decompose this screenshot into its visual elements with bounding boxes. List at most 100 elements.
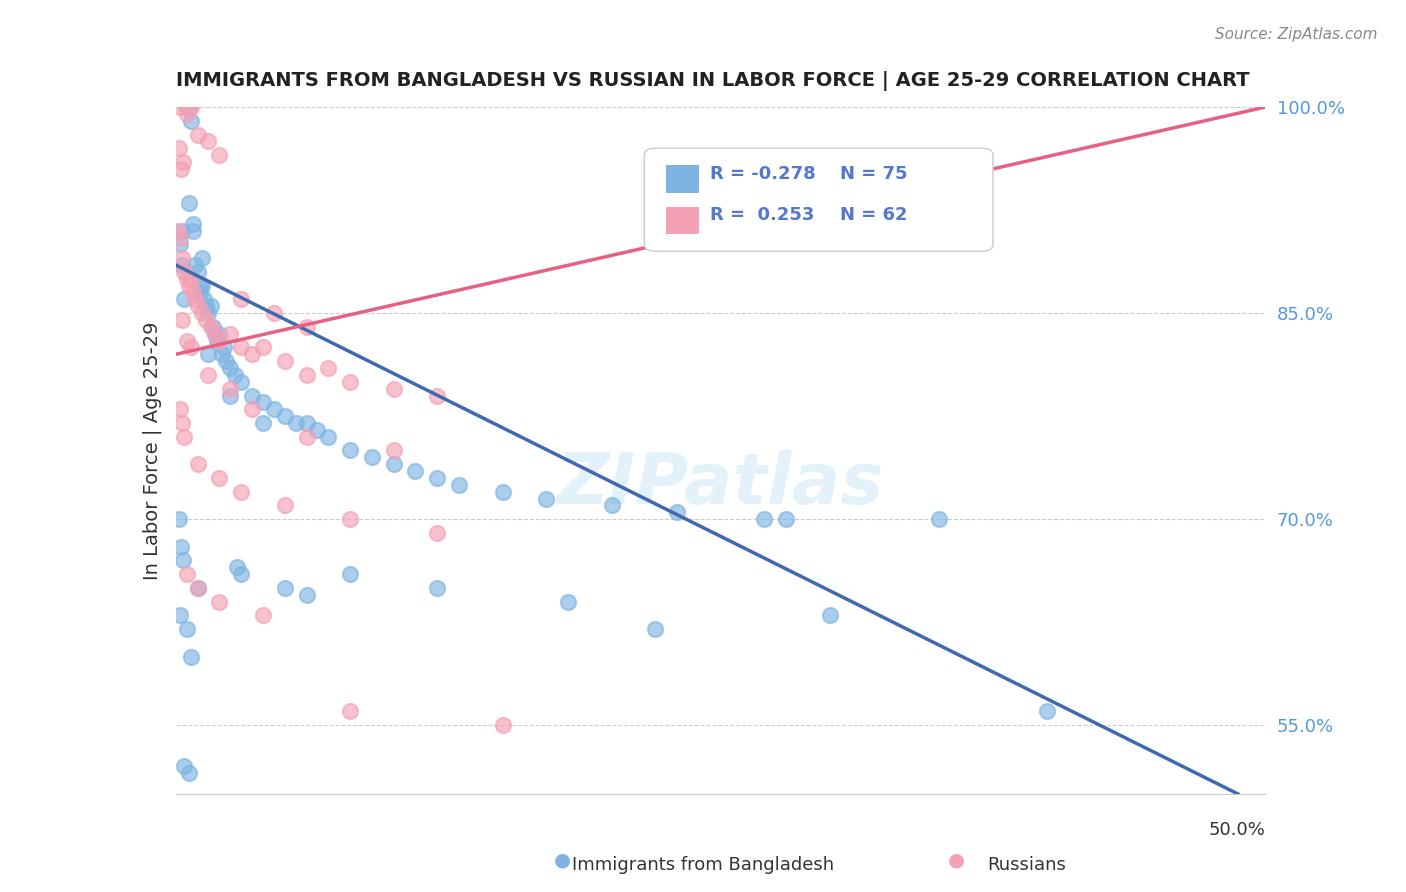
Point bbox=[382, 443, 405, 458]
Text: Source: ZipAtlas.com: Source: ZipAtlas.com bbox=[1215, 27, 1378, 42]
Point bbox=[212, 340, 235, 354]
Point bbox=[181, 224, 204, 238]
Point bbox=[231, 484, 253, 499]
Point bbox=[204, 326, 226, 341]
Point bbox=[252, 416, 274, 430]
Text: N = 62: N = 62 bbox=[841, 206, 908, 225]
Point bbox=[644, 622, 666, 636]
Bar bbox=[666, 207, 699, 234]
Point bbox=[184, 258, 207, 272]
Point bbox=[284, 416, 307, 430]
Point bbox=[191, 251, 214, 265]
Point bbox=[240, 402, 263, 417]
Point bbox=[180, 649, 202, 664]
Point bbox=[186, 265, 209, 279]
Point bbox=[200, 319, 222, 334]
Point bbox=[339, 705, 361, 719]
Point bbox=[180, 271, 202, 285]
Point bbox=[339, 443, 361, 458]
Point bbox=[274, 581, 297, 595]
Text: ●: ● bbox=[948, 851, 965, 870]
Point bbox=[191, 278, 214, 293]
Point bbox=[172, 553, 194, 567]
Point bbox=[307, 423, 329, 437]
Point bbox=[177, 100, 200, 114]
Point bbox=[405, 464, 427, 478]
Point bbox=[339, 375, 361, 389]
Point bbox=[177, 278, 200, 293]
Point bbox=[274, 354, 297, 368]
Point bbox=[176, 100, 198, 114]
Point bbox=[231, 340, 253, 354]
Point bbox=[177, 766, 200, 780]
Point bbox=[193, 293, 215, 307]
Point bbox=[775, 512, 797, 526]
Point bbox=[426, 525, 449, 540]
Point bbox=[173, 293, 195, 307]
Text: R = -0.278: R = -0.278 bbox=[710, 165, 815, 183]
Point bbox=[318, 361, 340, 376]
Point bbox=[818, 608, 841, 623]
Point bbox=[426, 471, 449, 485]
Point bbox=[176, 107, 198, 121]
Point bbox=[188, 285, 211, 300]
Point bbox=[318, 430, 340, 444]
Point bbox=[180, 100, 202, 114]
Point bbox=[240, 347, 263, 361]
Point bbox=[197, 368, 219, 382]
Point bbox=[172, 313, 194, 327]
Point bbox=[172, 416, 194, 430]
Point bbox=[557, 594, 579, 608]
Point bbox=[169, 608, 191, 623]
Text: IMMIGRANTS FROM BANGLADESH VS RUSSIAN IN LABOR FORCE | AGE 25-29 CORRELATION CHA: IMMIGRANTS FROM BANGLADESH VS RUSSIAN IN… bbox=[176, 71, 1250, 91]
Point bbox=[186, 581, 209, 595]
Point bbox=[169, 402, 191, 417]
Point bbox=[361, 450, 384, 465]
Point bbox=[204, 326, 226, 341]
Text: Immigrants from Bangladesh: Immigrants from Bangladesh bbox=[572, 856, 834, 874]
Point bbox=[181, 285, 204, 300]
Point bbox=[231, 375, 253, 389]
Text: N = 75: N = 75 bbox=[841, 165, 908, 183]
Point bbox=[200, 299, 222, 313]
Point bbox=[201, 319, 224, 334]
Point bbox=[754, 512, 776, 526]
Point bbox=[176, 271, 198, 285]
Point bbox=[205, 334, 228, 348]
Point bbox=[208, 326, 231, 341]
Text: Russians: Russians bbox=[987, 856, 1066, 874]
Point bbox=[180, 340, 202, 354]
Point bbox=[170, 540, 193, 554]
Point bbox=[447, 478, 470, 492]
Point bbox=[173, 265, 195, 279]
Point bbox=[184, 293, 207, 307]
Point bbox=[191, 306, 214, 320]
Point bbox=[186, 581, 209, 595]
Point bbox=[195, 299, 218, 313]
Text: R =  0.253: R = 0.253 bbox=[710, 206, 814, 225]
Point bbox=[188, 278, 211, 293]
Point bbox=[197, 347, 219, 361]
Point bbox=[208, 594, 231, 608]
Point bbox=[426, 581, 449, 595]
Point bbox=[240, 388, 263, 402]
Point bbox=[172, 224, 194, 238]
Point bbox=[600, 499, 623, 513]
Point bbox=[208, 471, 231, 485]
Point bbox=[215, 354, 238, 368]
Point bbox=[172, 258, 194, 272]
Point bbox=[177, 100, 200, 114]
Point bbox=[1036, 705, 1059, 719]
Point bbox=[492, 718, 515, 732]
Point bbox=[172, 155, 194, 169]
Point bbox=[339, 512, 361, 526]
Point bbox=[382, 457, 405, 471]
Point bbox=[167, 512, 190, 526]
Point bbox=[176, 567, 198, 582]
Point bbox=[225, 560, 247, 574]
Point bbox=[195, 313, 218, 327]
Point bbox=[173, 430, 195, 444]
Point bbox=[197, 306, 219, 320]
Point bbox=[176, 334, 198, 348]
Point bbox=[274, 409, 297, 423]
